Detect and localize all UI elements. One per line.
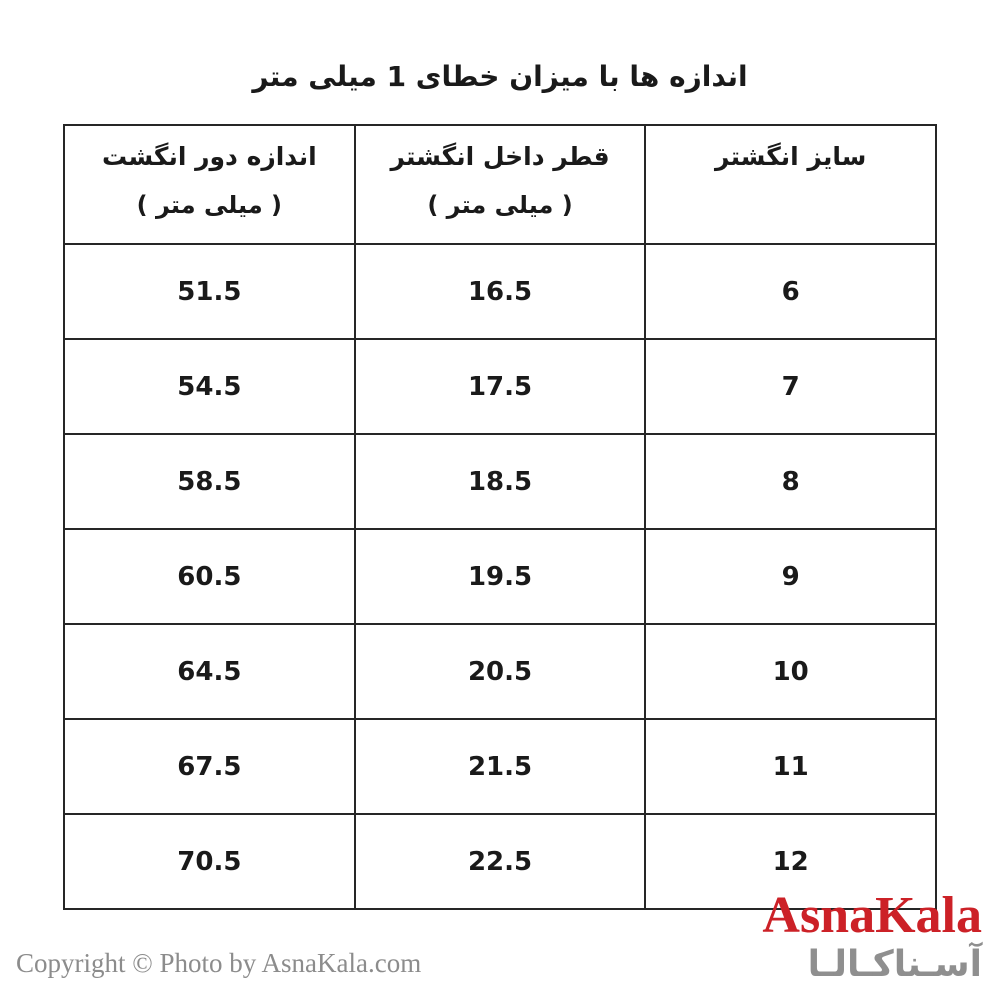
cell-inner_diameter: 22.5: [353, 813, 647, 910]
column-header-label: قطر داخل انگشتر: [390, 142, 610, 171]
header-row: سایز انگشتر قطر داخل انگشتر ( میلی متر )…: [63, 124, 937, 245]
cell-inner_diameter: 16.5: [353, 243, 647, 340]
table-row: 12 22.5 70.5: [63, 813, 937, 910]
column-header-ring-size: سایز انگشتر: [644, 124, 937, 245]
cell-size: 7: [644, 338, 937, 435]
table-row: 8 18.5 58.5: [63, 433, 937, 530]
cell-inner_diameter: 21.5: [353, 718, 647, 815]
cell-size: 6: [644, 243, 937, 340]
column-header-label: سایز انگشتر: [715, 142, 867, 171]
column-header-sublabel: ( میلی متر ): [427, 191, 573, 219]
cell-circumference: 51.5: [63, 243, 356, 340]
ring-size-table: سایز انگشتر قطر داخل انگشتر ( میلی متر )…: [63, 124, 937, 910]
column-header-sublabel: [647, 191, 934, 219]
cell-size: 11: [644, 718, 937, 815]
cell-inner_diameter: 18.5: [353, 433, 647, 530]
page-title: اندازه ها با میزان خطای 1 میلی متر: [252, 60, 748, 93]
cell-inner_diameter: 19.5: [353, 528, 647, 625]
table-row: 11 21.5 67.5: [63, 718, 937, 815]
cell-circumference: 67.5: [63, 718, 356, 815]
cell-inner_diameter: 17.5: [353, 338, 647, 435]
column-header-sublabel: ( میلی متر ): [136, 191, 282, 219]
logo: AsnaKala آسـناکـالـا: [762, 887, 982, 985]
table-row: 7 17.5 54.5: [63, 338, 937, 435]
table-body: 6 16.5 51.5 7 17.5 54.5 8 18.5 58.5 9 19.5 60.5 10 20…: [63, 243, 937, 910]
table-row: 9 19.5 60.5: [63, 528, 937, 625]
cell-circumference: 54.5: [63, 338, 356, 435]
table-row: 10 20.5 64.5: [63, 623, 937, 720]
cell-circumference: 60.5: [63, 528, 356, 625]
column-header-label: اندازه دور انگشت: [102, 142, 317, 171]
cell-inner_diameter: 20.5: [353, 623, 647, 720]
column-header-inner-diameter: قطر داخل انگشتر ( میلی متر ): [353, 124, 647, 245]
logo-latin-wordmark: AsnaKala: [762, 887, 982, 944]
cell-size: 12: [644, 813, 937, 910]
cell-size: 9: [644, 528, 937, 625]
cell-size: 8: [644, 433, 937, 530]
table-row: 6 16.5 51.5: [63, 243, 937, 340]
cell-circumference: 64.5: [63, 623, 356, 720]
copyright-text: Copyright © Photo by AsnaKala.com: [16, 948, 422, 978]
column-header-circumference: اندازه دور انگشت ( میلی متر ): [63, 124, 356, 245]
cell-size: 10: [644, 623, 937, 720]
cell-circumference: 70.5: [63, 813, 356, 910]
logo-persian-wordmark: آسـناکـالـا: [807, 943, 982, 985]
cell-circumference: 58.5: [63, 433, 356, 530]
